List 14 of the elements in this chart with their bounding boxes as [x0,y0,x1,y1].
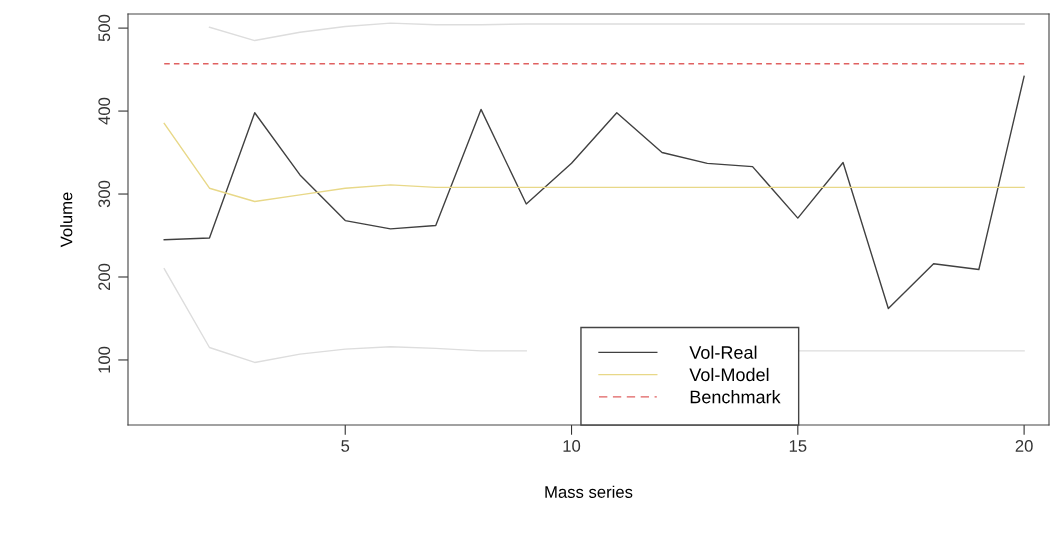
x-tick-label: 10 [563,440,581,452]
y-axis-title: Volume [60,192,73,248]
y-tick-label: 200 [98,263,111,291]
x-axis-title: Mass series [545,485,633,498]
x-tick-label: 15 [789,440,807,452]
legend-label: Vol-Model [689,367,769,382]
y-tick-label: 400 [98,97,111,125]
y-tick-label: 300 [98,180,111,208]
legend-label: Benchmark [690,390,781,404]
x-tick-label: 5 [341,440,350,452]
y-tick-label: 100 [98,346,111,373]
y-tick-label: 500 [98,14,111,42]
x-tick-label: 20 [1015,440,1033,452]
legend-label: Vol-Real [689,345,757,359]
